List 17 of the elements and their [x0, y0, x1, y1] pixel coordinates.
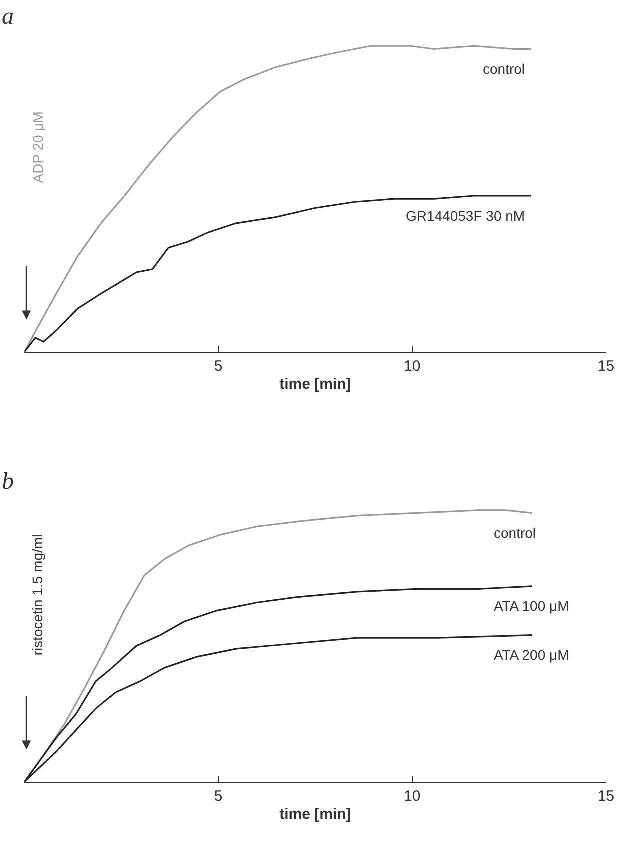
series-label: ATA 200 μM [494, 647, 570, 663]
chart-title: a [2, 4, 14, 30]
y-axis-title: ADP 20 μM [30, 112, 46, 184]
x-tick-label: 15 [598, 788, 615, 806]
x-tick-label: 5 [214, 788, 223, 806]
x-tick-label: 5 [214, 358, 223, 376]
series-label: control [483, 61, 526, 77]
x-tick-label: 10 [404, 358, 421, 376]
x-axis-title: time [min] [280, 376, 352, 394]
x-tick-label: 15 [598, 358, 615, 376]
series-label: GR144053F 30 nM [406, 208, 526, 224]
series-label: control [494, 525, 536, 541]
series-label: ATA 100 μM [494, 598, 570, 614]
x-tick-label: 10 [404, 788, 421, 806]
chart-title: b [2, 469, 14, 495]
x-axis-title: time [min] [280, 806, 352, 824]
y-axis-title: ristocetin 1.5 mg/ml [30, 534, 46, 656]
